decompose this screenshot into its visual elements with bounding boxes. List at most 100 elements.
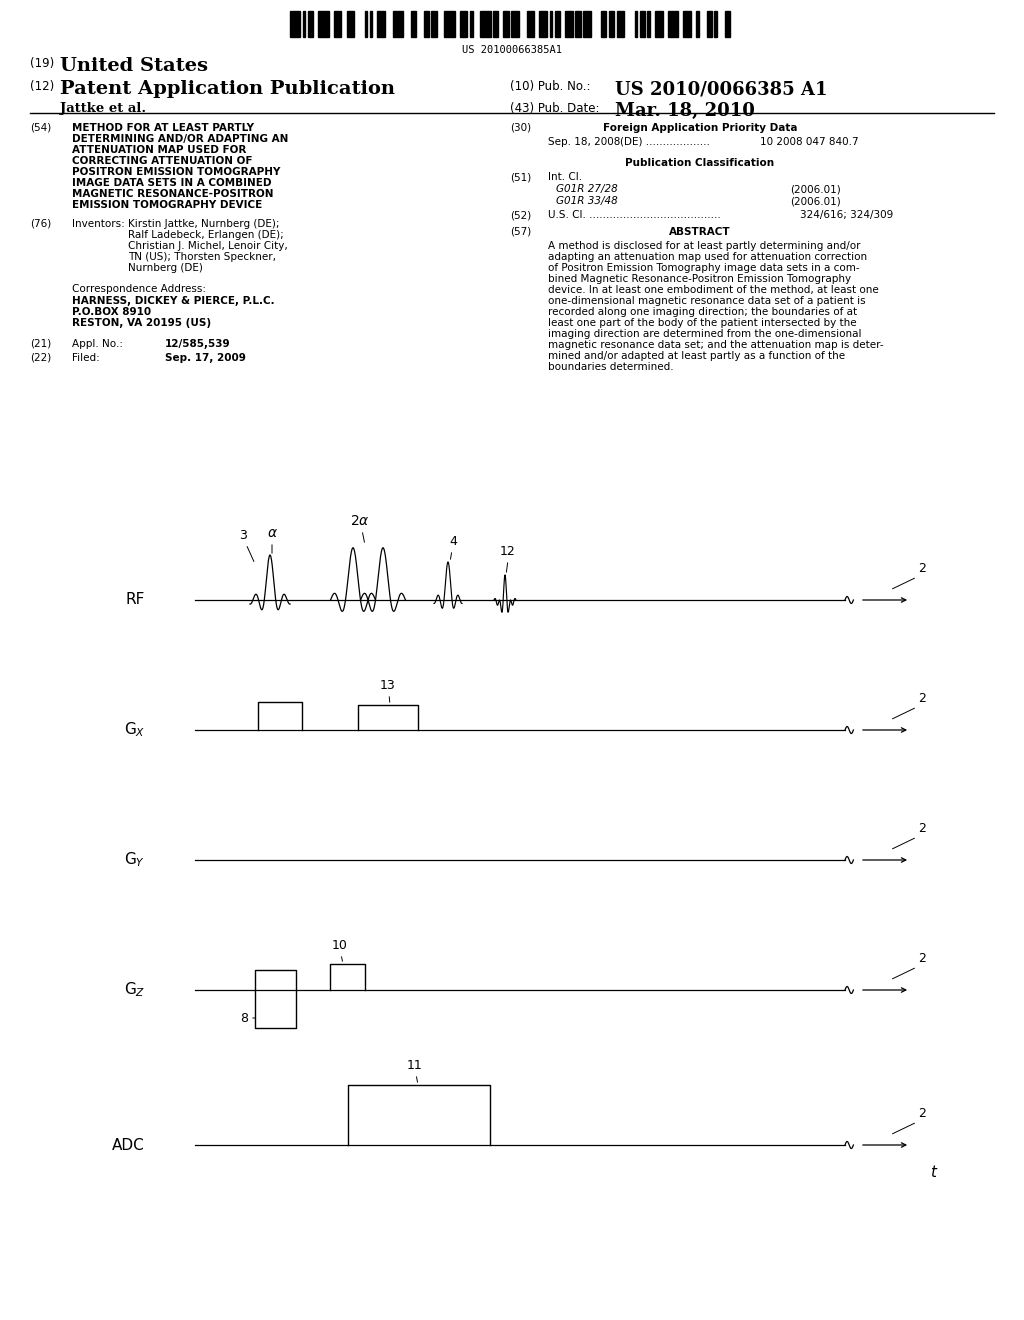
- Text: (54): (54): [30, 123, 51, 133]
- Text: (43) Pub. Date:: (43) Pub. Date:: [510, 102, 599, 115]
- Text: IMAGE DATA SETS IN A COMBINED: IMAGE DATA SETS IN A COMBINED: [72, 178, 271, 187]
- Text: imaging direction are determined from the one-dimensional: imaging direction are determined from th…: [548, 329, 861, 339]
- Text: device. In at least one embodiment of the method, at least one: device. In at least one embodiment of th…: [548, 285, 879, 294]
- Text: (51): (51): [510, 172, 531, 182]
- Bar: [494, 11, 499, 37]
- Text: A method is disclosed for at least partly determining and/or: A method is disclosed for at least partl…: [548, 242, 860, 251]
- Text: 13: 13: [380, 678, 396, 692]
- Bar: [303, 11, 305, 37]
- Text: one-dimensional magnetic resonance data set of a patient is: one-dimensional magnetic resonance data …: [548, 296, 865, 306]
- Bar: [511, 11, 519, 37]
- Text: G01R 33/48: G01R 33/48: [556, 195, 617, 206]
- Text: (DE) ...................: (DE) ...................: [620, 137, 710, 147]
- Text: 2: 2: [919, 692, 926, 705]
- Text: 324/616; 324/309: 324/616; 324/309: [800, 210, 893, 220]
- Text: RF: RF: [126, 593, 145, 607]
- Text: (52): (52): [510, 210, 531, 220]
- Bar: [411, 11, 416, 37]
- Text: DETERMINING AND/OR ADAPTING AN: DETERMINING AND/OR ADAPTING AN: [72, 135, 289, 144]
- Bar: [635, 11, 637, 37]
- Bar: [647, 11, 650, 37]
- Text: least one part of the body of the patient intersected by the: least one part of the body of the patien…: [548, 318, 857, 327]
- Text: (2006.01): (2006.01): [790, 183, 841, 194]
- Text: ADC: ADC: [113, 1138, 145, 1152]
- Text: MAGNETIC RESONANCE-POSITRON: MAGNETIC RESONANCE-POSITRON: [72, 189, 273, 199]
- Text: recorded along one imaging direction; the boundaries of at: recorded along one imaging direction; th…: [548, 308, 857, 317]
- Bar: [526, 11, 535, 37]
- Text: magnetic resonance data set; and the attenuation map is deter-: magnetic resonance data set; and the att…: [548, 341, 884, 350]
- Text: 2: 2: [919, 1107, 926, 1119]
- Text: Nurnberg (DE): Nurnberg (DE): [128, 263, 203, 273]
- Text: G$_Y$: G$_Y$: [124, 850, 145, 870]
- Text: 2: 2: [919, 822, 926, 836]
- Text: Ralf Ladebeck, Erlangen (DE);: Ralf Ladebeck, Erlangen (DE);: [128, 230, 284, 240]
- Text: ATTENUATION MAP USED FOR: ATTENUATION MAP USED FOR: [72, 145, 247, 154]
- Text: METHOD FOR AT LEAST PARTLY: METHOD FOR AT LEAST PARTLY: [72, 123, 254, 133]
- Text: (12): (12): [30, 81, 54, 92]
- Text: US 20100066385A1: US 20100066385A1: [462, 45, 562, 55]
- Text: Int. Cl.: Int. Cl.: [548, 172, 582, 182]
- Text: (30): (30): [510, 123, 531, 133]
- Text: 2$\alpha$: 2$\alpha$: [350, 513, 370, 528]
- Text: 2: 2: [919, 952, 926, 965]
- Text: POSITRON EMISSION TOMOGRAPHY: POSITRON EMISSION TOMOGRAPHY: [72, 168, 281, 177]
- Text: bined Magnetic Resonance-Positron Emission Tomography: bined Magnetic Resonance-Positron Emissi…: [548, 275, 851, 284]
- Bar: [346, 11, 354, 37]
- Text: (19): (19): [30, 57, 54, 70]
- Bar: [318, 11, 329, 37]
- Bar: [308, 11, 313, 37]
- Text: mined and/or adapted at least partly as a function of the: mined and/or adapted at least partly as …: [548, 351, 845, 360]
- Text: Mar. 18, 2010: Mar. 18, 2010: [615, 102, 755, 120]
- Text: Foreign Application Priority Data: Foreign Application Priority Data: [603, 123, 798, 133]
- Bar: [555, 11, 560, 37]
- Bar: [601, 11, 606, 37]
- Bar: [365, 11, 368, 37]
- Text: Jattke et al.: Jattke et al.: [60, 102, 146, 115]
- Text: Inventors:: Inventors:: [72, 219, 125, 228]
- Bar: [290, 11, 300, 37]
- Bar: [715, 11, 717, 37]
- Text: (57): (57): [510, 227, 531, 238]
- Text: adapting an attenuation map used for attenuation correction: adapting an attenuation map used for att…: [548, 252, 867, 261]
- Text: (22): (22): [30, 352, 51, 363]
- Text: U.S. Cl. .......................................: U.S. Cl. ...............................…: [548, 210, 721, 220]
- Text: United States: United States: [60, 57, 208, 75]
- Bar: [424, 11, 429, 37]
- Text: of Positron Emission Tomography image data sets in a com-: of Positron Emission Tomography image da…: [548, 263, 859, 273]
- Text: (76): (76): [30, 219, 51, 228]
- Text: G01R 27/28: G01R 27/28: [556, 183, 617, 194]
- Text: 3: 3: [239, 529, 247, 543]
- Text: 12/585,539: 12/585,539: [165, 339, 230, 348]
- Text: 12: 12: [500, 545, 516, 558]
- Text: Sep. 18, 2008: Sep. 18, 2008: [548, 137, 621, 147]
- Text: P.O.BOX 8910: P.O.BOX 8910: [72, 308, 152, 317]
- Text: (21): (21): [30, 339, 51, 348]
- Bar: [640, 11, 645, 37]
- Text: 8: 8: [240, 1011, 248, 1024]
- Bar: [460, 11, 467, 37]
- Text: TN (US); Thorsten Speckner,: TN (US); Thorsten Speckner,: [128, 252, 276, 261]
- Text: (2006.01): (2006.01): [790, 195, 841, 206]
- Text: HARNESS, DICKEY & PIERCE, P.L.C.: HARNESS, DICKEY & PIERCE, P.L.C.: [72, 296, 274, 306]
- Bar: [444, 11, 455, 37]
- Text: (10) Pub. No.:: (10) Pub. No.:: [510, 81, 591, 92]
- Text: Christian J. Michel, Lenoir City,: Christian J. Michel, Lenoir City,: [128, 242, 288, 251]
- Bar: [655, 11, 663, 37]
- Bar: [609, 11, 614, 37]
- Text: Sep. 17, 2009: Sep. 17, 2009: [165, 352, 246, 363]
- Text: Patent Application Publication: Patent Application Publication: [60, 81, 395, 98]
- Bar: [480, 11, 490, 37]
- Text: US 2010/0066385 A1: US 2010/0066385 A1: [615, 81, 827, 98]
- Text: 10: 10: [332, 939, 348, 952]
- Bar: [370, 11, 373, 37]
- Bar: [393, 11, 403, 37]
- Bar: [504, 11, 509, 37]
- Text: boundaries determined.: boundaries determined.: [548, 362, 674, 372]
- Text: Kirstin Jattke, Nurnberg (DE);: Kirstin Jattke, Nurnberg (DE);: [128, 219, 280, 228]
- Bar: [616, 11, 625, 37]
- Bar: [540, 11, 547, 37]
- Bar: [334, 11, 341, 37]
- Text: 2: 2: [919, 562, 926, 576]
- Bar: [725, 11, 730, 37]
- Text: EMISSION TOMOGRAPHY DEVICE: EMISSION TOMOGRAPHY DEVICE: [72, 201, 262, 210]
